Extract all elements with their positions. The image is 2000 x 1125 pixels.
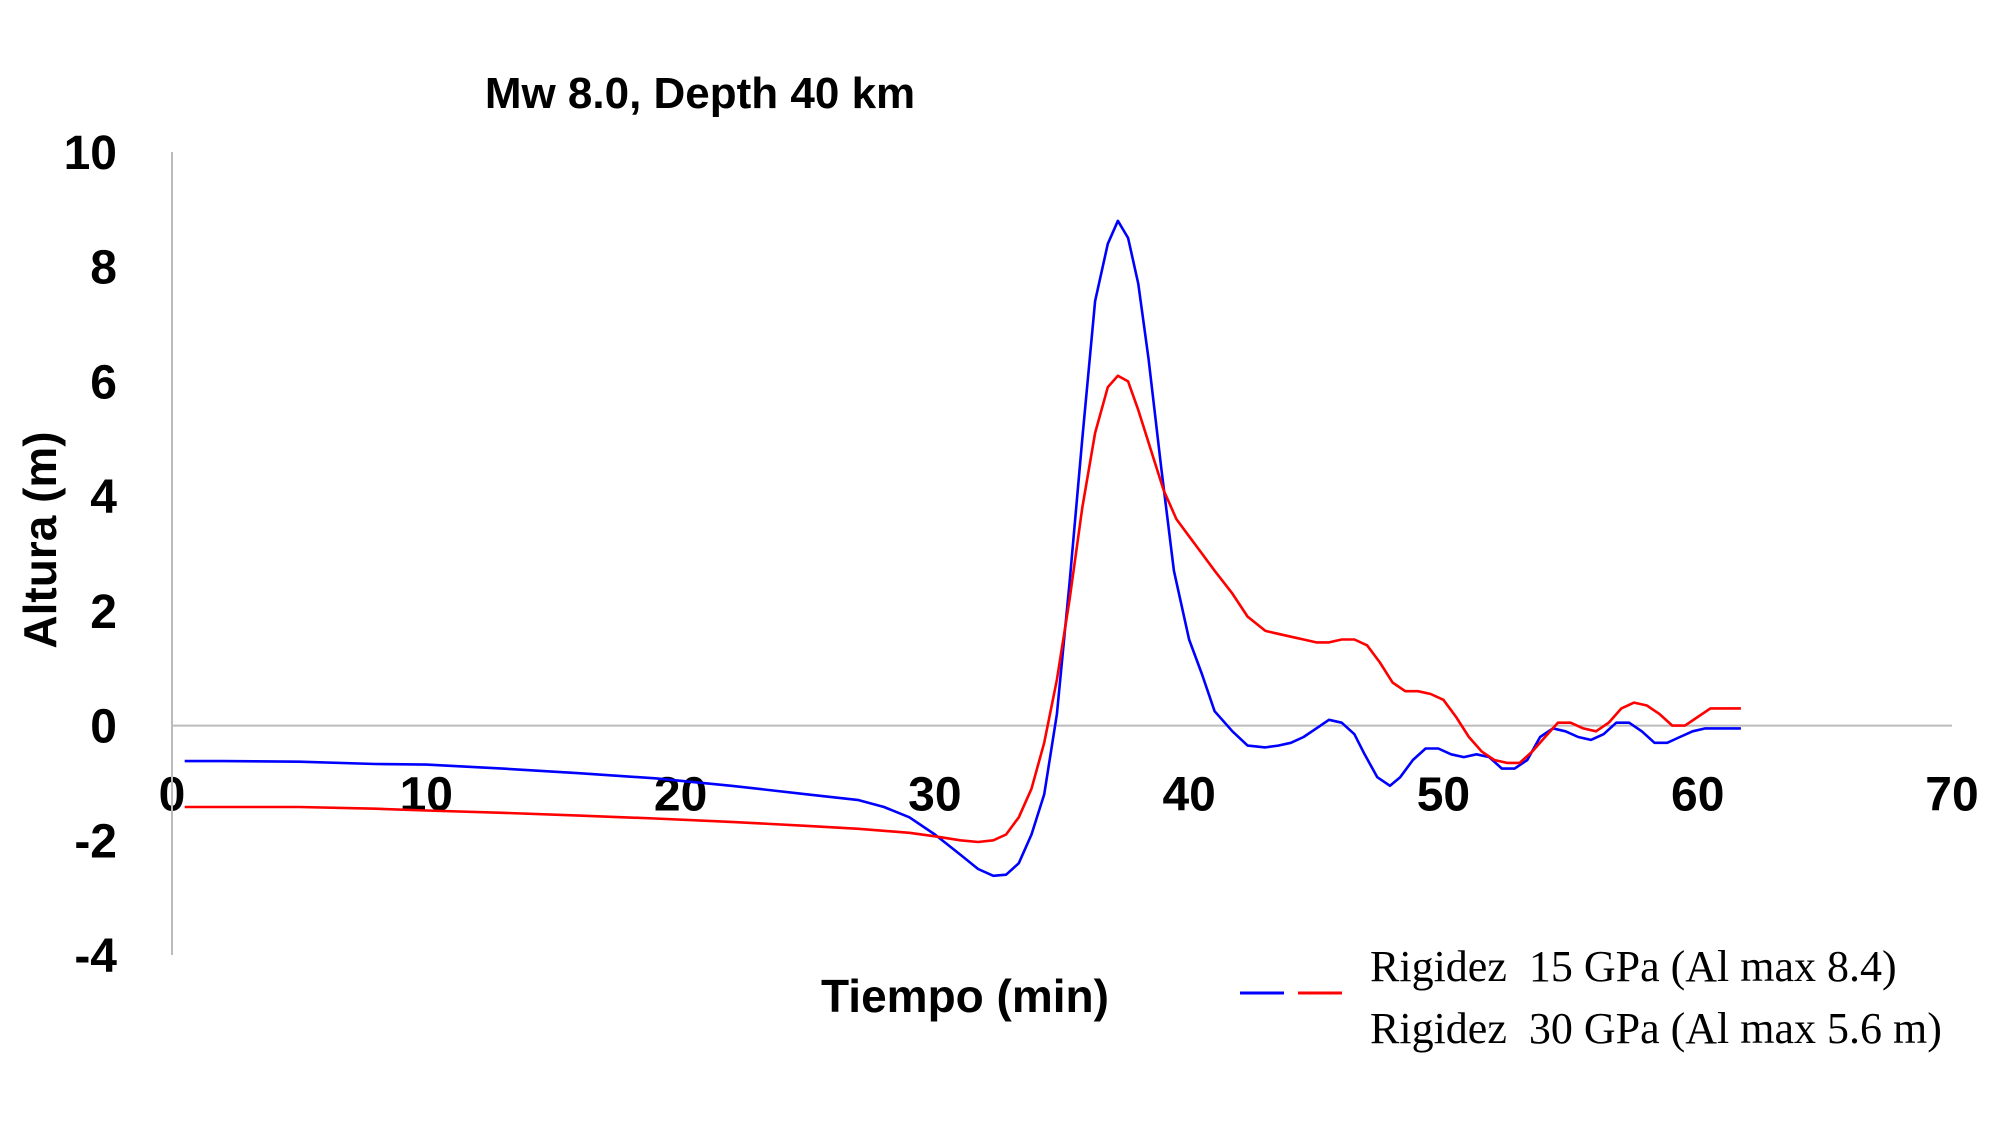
y-tick-label: 2	[90, 586, 117, 639]
x-tick-label: 20	[654, 769, 707, 822]
chart-title: Mw 8.0, Depth 40 km	[485, 69, 915, 118]
y-tick-label: 0	[90, 701, 117, 754]
y-tick-label: -2	[74, 815, 117, 868]
x-tick-label: 50	[1417, 769, 1470, 822]
x-tick-label: 60	[1671, 769, 1724, 822]
y-tick-label: 6	[90, 356, 117, 409]
x-axis-label: Tiempo (min)	[821, 970, 1109, 1022]
x-tick-label: 70	[1925, 769, 1978, 822]
legend-label-1: Rigidez 15 GPa (Al max 8.4)	[1370, 942, 1897, 991]
x-axis-ticks: 0 10 20 30 40 50 60 70	[159, 769, 1979, 822]
legend: Rigidez 15 GPa (Al max 8.4) Rigidez 30 GP…	[1240, 942, 1942, 1053]
legend-label-2: Rigidez 30 GPa (Al max 5.6 m)	[1370, 1004, 1942, 1053]
y-axis-label: Altura (m)	[14, 431, 66, 648]
y-tick-label: 8	[90, 242, 117, 295]
y-tick-label: 4	[90, 471, 117, 524]
x-tick-label: 10	[400, 769, 453, 822]
y-tick-label: 10	[64, 127, 117, 180]
y-tick-label: -4	[74, 930, 117, 983]
x-tick-label: 30	[908, 769, 961, 822]
y-axis-ticks: 10 8 6 4 2 0 -2 -4	[64, 127, 118, 983]
x-tick-label: 40	[1162, 769, 1215, 822]
